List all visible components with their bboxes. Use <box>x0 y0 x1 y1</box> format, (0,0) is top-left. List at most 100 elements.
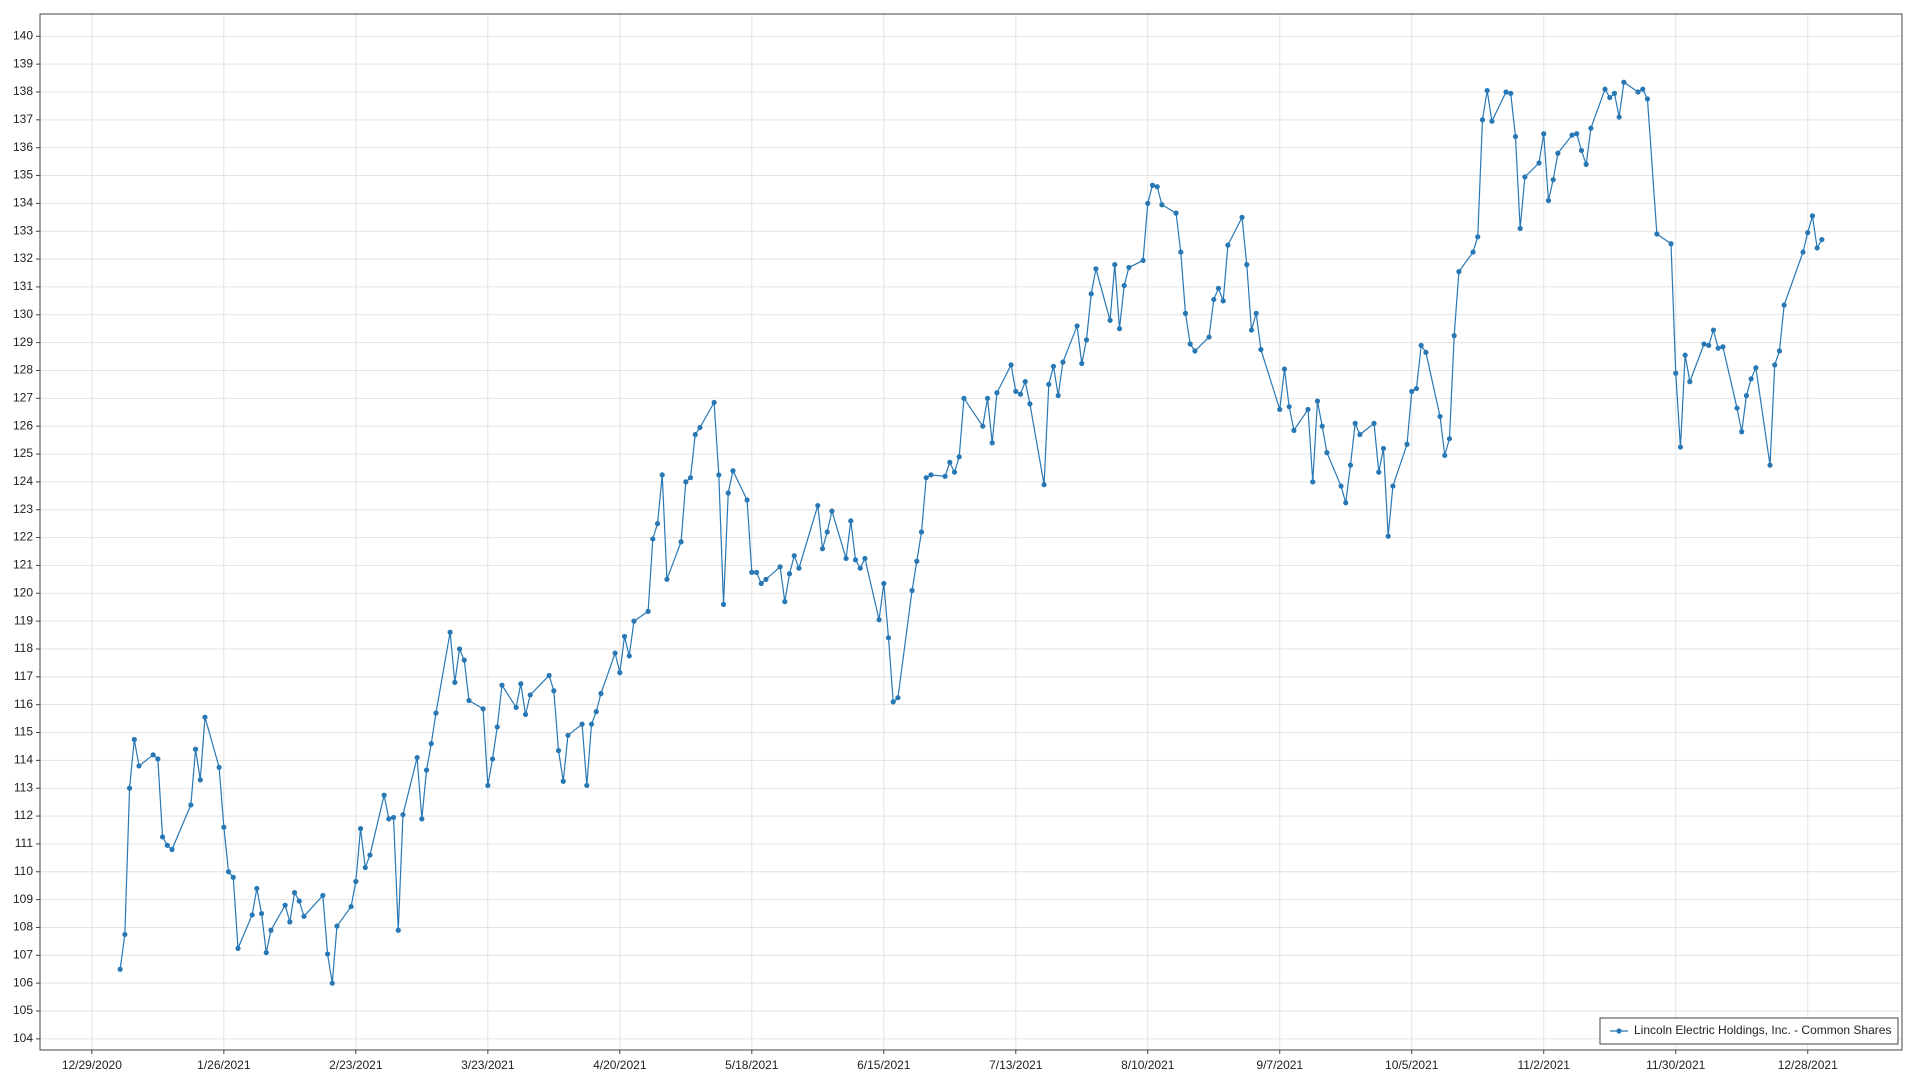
data-point <box>1743 392 1750 399</box>
x-tick-label: 11/2/2021 <box>1517 1058 1570 1072</box>
data-point <box>126 785 133 791</box>
data-point <box>1211 296 1217 303</box>
data-point <box>362 864 368 871</box>
data-point <box>1715 345 1721 351</box>
y-tick-label: 122 <box>13 530 33 544</box>
data-point <box>1371 420 1377 426</box>
y-tick-label: 120 <box>13 585 33 599</box>
data-point <box>1352 420 1358 426</box>
x-tick-label: 12/28/2021 <box>1778 1058 1838 1072</box>
data-point <box>381 792 387 798</box>
data-point <box>951 469 958 475</box>
data-point <box>1225 242 1231 248</box>
data-point <box>1112 262 1118 268</box>
data-point <box>664 576 670 582</box>
data-point <box>852 557 859 563</box>
data-point <box>334 923 340 929</box>
data-point <box>169 846 175 853</box>
data-point <box>1574 131 1580 137</box>
data-point <box>1347 462 1354 468</box>
data-point <box>268 927 274 933</box>
data-point <box>518 681 524 687</box>
data-point <box>560 778 566 784</box>
data-point <box>980 423 986 429</box>
data-point <box>1220 298 1226 304</box>
data-point <box>433 710 439 716</box>
y-tick-label: 111 <box>15 836 34 850</box>
y-tick-label: 117 <box>14 669 33 683</box>
x-tick-label: 2/23/2021 <box>329 1058 383 1072</box>
data-point <box>1116 326 1123 332</box>
data-point <box>593 709 599 715</box>
data-point <box>876 617 882 623</box>
y-tick-label: 109 <box>13 892 33 906</box>
y-tick-label: 126 <box>13 418 33 432</box>
data-point <box>848 518 854 524</box>
data-point <box>1286 404 1292 410</box>
y-tick-label: 104 <box>13 1031 33 1045</box>
data-point <box>1753 365 1759 371</box>
data-point <box>136 763 142 769</box>
y-tick-label: 133 <box>13 223 33 237</box>
legend-label: Lincoln Electric Holdings, Inc. - Common… <box>1634 1023 1891 1037</box>
data-point <box>928 472 934 478</box>
data-point <box>683 479 689 485</box>
data-point <box>447 629 453 635</box>
data-point <box>287 919 293 925</box>
data-point <box>1800 249 1806 255</box>
data-point <box>1446 436 1453 442</box>
data-point <box>720 601 727 608</box>
y-tick-label: 131 <box>13 279 33 293</box>
data-point <box>1809 213 1816 219</box>
data-point <box>1088 291 1094 297</box>
data-point <box>1805 230 1811 236</box>
data-point <box>1748 376 1754 382</box>
data-point <box>1423 349 1429 355</box>
data-point <box>730 468 736 474</box>
data-point <box>320 892 326 899</box>
data-point <box>1682 352 1688 358</box>
data-point <box>301 913 307 919</box>
x-tick-label: 3/23/2021 <box>461 1058 515 1072</box>
plot-frame <box>39 13 1903 1051</box>
data-point <box>1027 401 1033 407</box>
data-point <box>225 869 232 875</box>
legend-box <box>1599 1017 1899 1045</box>
data-point <box>692 431 698 438</box>
data-point <box>1687 379 1693 385</box>
data-point <box>1310 479 1316 485</box>
data-point <box>1456 269 1462 275</box>
data-point <box>626 653 632 659</box>
data-point <box>1569 132 1575 138</box>
data-point <box>390 814 397 821</box>
data-point <box>1550 177 1556 183</box>
data-point <box>400 812 406 818</box>
data-point <box>749 569 755 575</box>
data-point <box>1583 161 1589 167</box>
data-point <box>862 555 868 562</box>
data-point <box>1206 334 1212 340</box>
data-point <box>1121 282 1127 289</box>
data-point <box>296 898 302 904</box>
data-point <box>1767 462 1773 468</box>
x-tick-label: 10/5/2021 <box>1385 1058 1439 1072</box>
y-tick-label: 112 <box>14 808 33 822</box>
data-point <box>659 472 665 478</box>
data-point <box>881 580 887 587</box>
data-point <box>1475 234 1481 240</box>
data-point <box>1512 133 1519 140</box>
data-point <box>918 529 925 535</box>
data-point <box>1239 214 1245 220</box>
data-point <box>829 508 835 514</box>
data-point <box>202 714 208 720</box>
data-point <box>1022 379 1028 385</box>
data-point <box>631 618 637 624</box>
data-point <box>348 903 354 910</box>
data-point <box>1291 427 1297 433</box>
data-point <box>579 721 585 727</box>
data-point <box>1611 90 1618 96</box>
data-point <box>513 704 519 711</box>
data-point <box>1305 406 1311 413</box>
data-point <box>1517 225 1523 232</box>
data-point <box>1677 444 1684 450</box>
